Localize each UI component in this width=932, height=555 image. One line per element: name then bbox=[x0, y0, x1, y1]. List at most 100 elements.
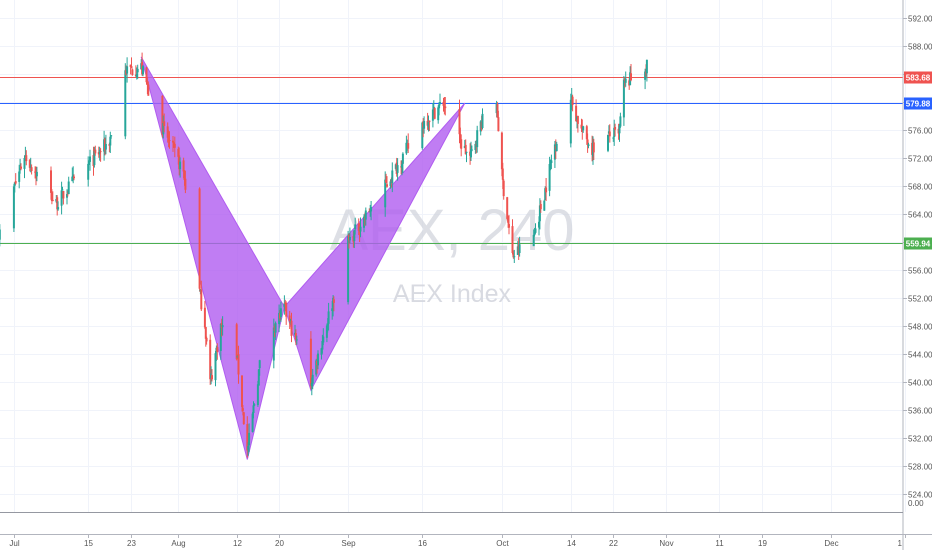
candle-body bbox=[331, 308, 334, 311]
candle-body bbox=[219, 324, 222, 351]
candle-body bbox=[322, 336, 325, 343]
candle-body bbox=[608, 131, 611, 137]
pattern-triangle-xab[interactable] bbox=[140, 56, 285, 460]
price-level-label: 559.94 bbox=[906, 240, 931, 249]
candle-body bbox=[142, 66, 144, 75]
candle-body bbox=[274, 323, 277, 333]
candle-body bbox=[364, 210, 367, 220]
time-tick-label: 23 bbox=[127, 539, 136, 548]
candle-body bbox=[363, 216, 365, 228]
candle-body bbox=[613, 127, 616, 137]
candle-body bbox=[534, 228, 537, 233]
candle-body bbox=[582, 126, 585, 131]
candle-body bbox=[294, 333, 297, 340]
candle-body bbox=[459, 134, 462, 140]
candle-body bbox=[539, 204, 542, 210]
candle-body bbox=[12, 186, 15, 229]
candle-body bbox=[256, 384, 259, 405]
time-tick-label: Oct bbox=[496, 539, 509, 548]
candle-body bbox=[571, 96, 574, 105]
candle-body bbox=[209, 339, 212, 380]
candle-body bbox=[645, 59, 648, 74]
time-axis[interactable]: Jul 15 23 Aug 12 20 Sep 16 Oct 14 22 Nov 11 19 Dec 1 bbox=[9, 534, 906, 548]
price-level-badge bbox=[904, 97, 932, 110]
candle-body bbox=[252, 405, 255, 413]
candle-body bbox=[607, 134, 609, 151]
candle-body bbox=[624, 78, 627, 83]
candle-body bbox=[166, 126, 169, 138]
candle-body bbox=[592, 142, 595, 153]
time-tick-label: 11 bbox=[715, 539, 724, 548]
candle-body bbox=[198, 188, 201, 289]
candle-body bbox=[211, 375, 213, 380]
price-tick-label: 528.00 bbox=[908, 463, 932, 472]
candle-body bbox=[548, 164, 551, 191]
candle-body bbox=[205, 337, 208, 342]
candle-body bbox=[129, 64, 132, 67]
candle-body bbox=[173, 143, 176, 148]
time-tick-label: 16 bbox=[418, 539, 427, 548]
candle-body bbox=[357, 223, 360, 231]
candle-body bbox=[385, 179, 388, 183]
candle-body bbox=[184, 178, 187, 190]
price-tick-label: 576.00 bbox=[908, 127, 932, 136]
candle-body bbox=[506, 197, 509, 219]
candle-body bbox=[550, 160, 553, 163]
candle-body bbox=[311, 374, 314, 384]
candle-body bbox=[57, 207, 60, 210]
candle-body bbox=[295, 339, 298, 341]
candle-body bbox=[369, 211, 372, 213]
candle-body bbox=[580, 124, 583, 129]
price-level-label: 583.68 bbox=[906, 74, 931, 83]
candle-body bbox=[431, 109, 434, 121]
candle-body bbox=[326, 323, 329, 326]
candle-body bbox=[131, 69, 134, 75]
time-tick-label: 12 bbox=[233, 539, 242, 548]
candle-body bbox=[13, 182, 16, 186]
candle-body bbox=[532, 234, 535, 247]
candle-body bbox=[246, 424, 249, 451]
candle-body bbox=[73, 176, 75, 179]
candle-body bbox=[241, 408, 244, 411]
candle-body bbox=[401, 164, 403, 168]
candle-body bbox=[576, 116, 579, 124]
candle-body bbox=[585, 126, 588, 140]
candle-body bbox=[214, 353, 217, 381]
candle-body bbox=[386, 184, 388, 187]
candle-body bbox=[167, 137, 170, 141]
candle-body bbox=[354, 224, 357, 229]
time-tick-label: 14 bbox=[567, 539, 576, 548]
candle-body bbox=[315, 360, 318, 375]
candle-body bbox=[474, 144, 477, 150]
candle-body bbox=[309, 338, 312, 387]
price-tick-label: 524.00 bbox=[908, 491, 932, 500]
candle-body bbox=[575, 105, 578, 121]
price-axis[interactable]: 592.00588.00584.00580.00576.00572.00568.… bbox=[903, 15, 932, 500]
candle-body bbox=[14, 181, 17, 184]
candle-body bbox=[321, 341, 324, 350]
candle-body bbox=[200, 289, 203, 310]
candle-body bbox=[253, 404, 256, 406]
time-tick-label: Dec bbox=[824, 539, 838, 548]
candle-body bbox=[443, 105, 446, 107]
candle-body bbox=[20, 166, 22, 169]
candle-body bbox=[396, 165, 399, 173]
candle-body bbox=[569, 99, 572, 144]
candle-body bbox=[257, 369, 260, 386]
time-tick-label: Jul bbox=[9, 539, 19, 548]
time-tick-label: Aug bbox=[171, 539, 185, 548]
candle-body bbox=[179, 161, 182, 170]
candle-body bbox=[50, 170, 52, 193]
candle-body bbox=[622, 79, 625, 118]
candle-body bbox=[272, 327, 275, 361]
price-level-badge bbox=[904, 71, 932, 84]
candle-body bbox=[421, 122, 424, 149]
candle-body bbox=[283, 303, 286, 308]
candle-body bbox=[28, 159, 31, 168]
time-tick-label: Nov bbox=[659, 539, 673, 548]
candle-body bbox=[221, 325, 224, 328]
time-tick-label: 15 bbox=[84, 539, 93, 548]
